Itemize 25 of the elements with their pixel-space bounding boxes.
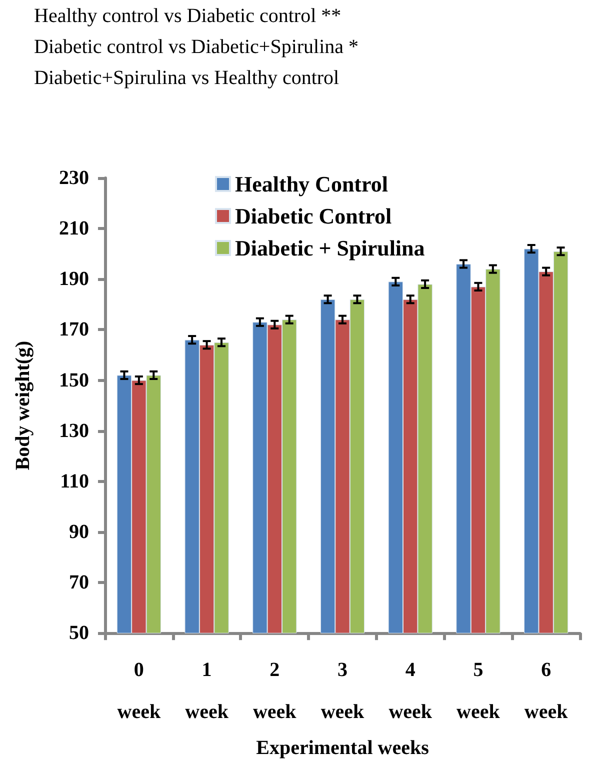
y-tick-label: 50 [69, 622, 89, 644]
y-tick-label: 170 [59, 318, 89, 341]
y-axis-title: Body weight(g) [12, 340, 34, 470]
x-tick-label: 0 week [117, 659, 162, 724]
y-tick-label: 190 [59, 268, 89, 290]
y-tick-label: 210 [59, 218, 89, 240]
legend-label: Healthy Control [235, 172, 388, 196]
y-tick-label: 230 [59, 167, 89, 189]
y-tick-label: 130 [59, 420, 89, 442]
x-tick-label: 6 week [524, 659, 569, 724]
x-tick-label: 1 week [185, 659, 230, 724]
y-tick-label: 150 [59, 369, 89, 392]
legend-label: Diabetic + Spirulina [235, 236, 425, 260]
text: Diabetic control vs Diabetic+Spirulina * [34, 36, 359, 58]
legend-label: Diabetic Control [235, 204, 392, 228]
x-tick-label: 4 week [388, 659, 433, 724]
y-tick-label: 90 [69, 520, 89, 543]
y-tick-label: 110 [60, 470, 89, 492]
x-tick-label: 3 week [320, 659, 366, 724]
text: Diabetic+Spirulina vs Healthy control [34, 67, 340, 89]
text: Healthy control vs Diabetic control ** [34, 5, 342, 27]
y-tick-label: 70 [69, 572, 89, 594]
x-tick-label: 5 week [456, 659, 501, 724]
x-tick-label: 2 week [252, 659, 298, 724]
x-axis-title: Experimental weeks [256, 737, 430, 759]
